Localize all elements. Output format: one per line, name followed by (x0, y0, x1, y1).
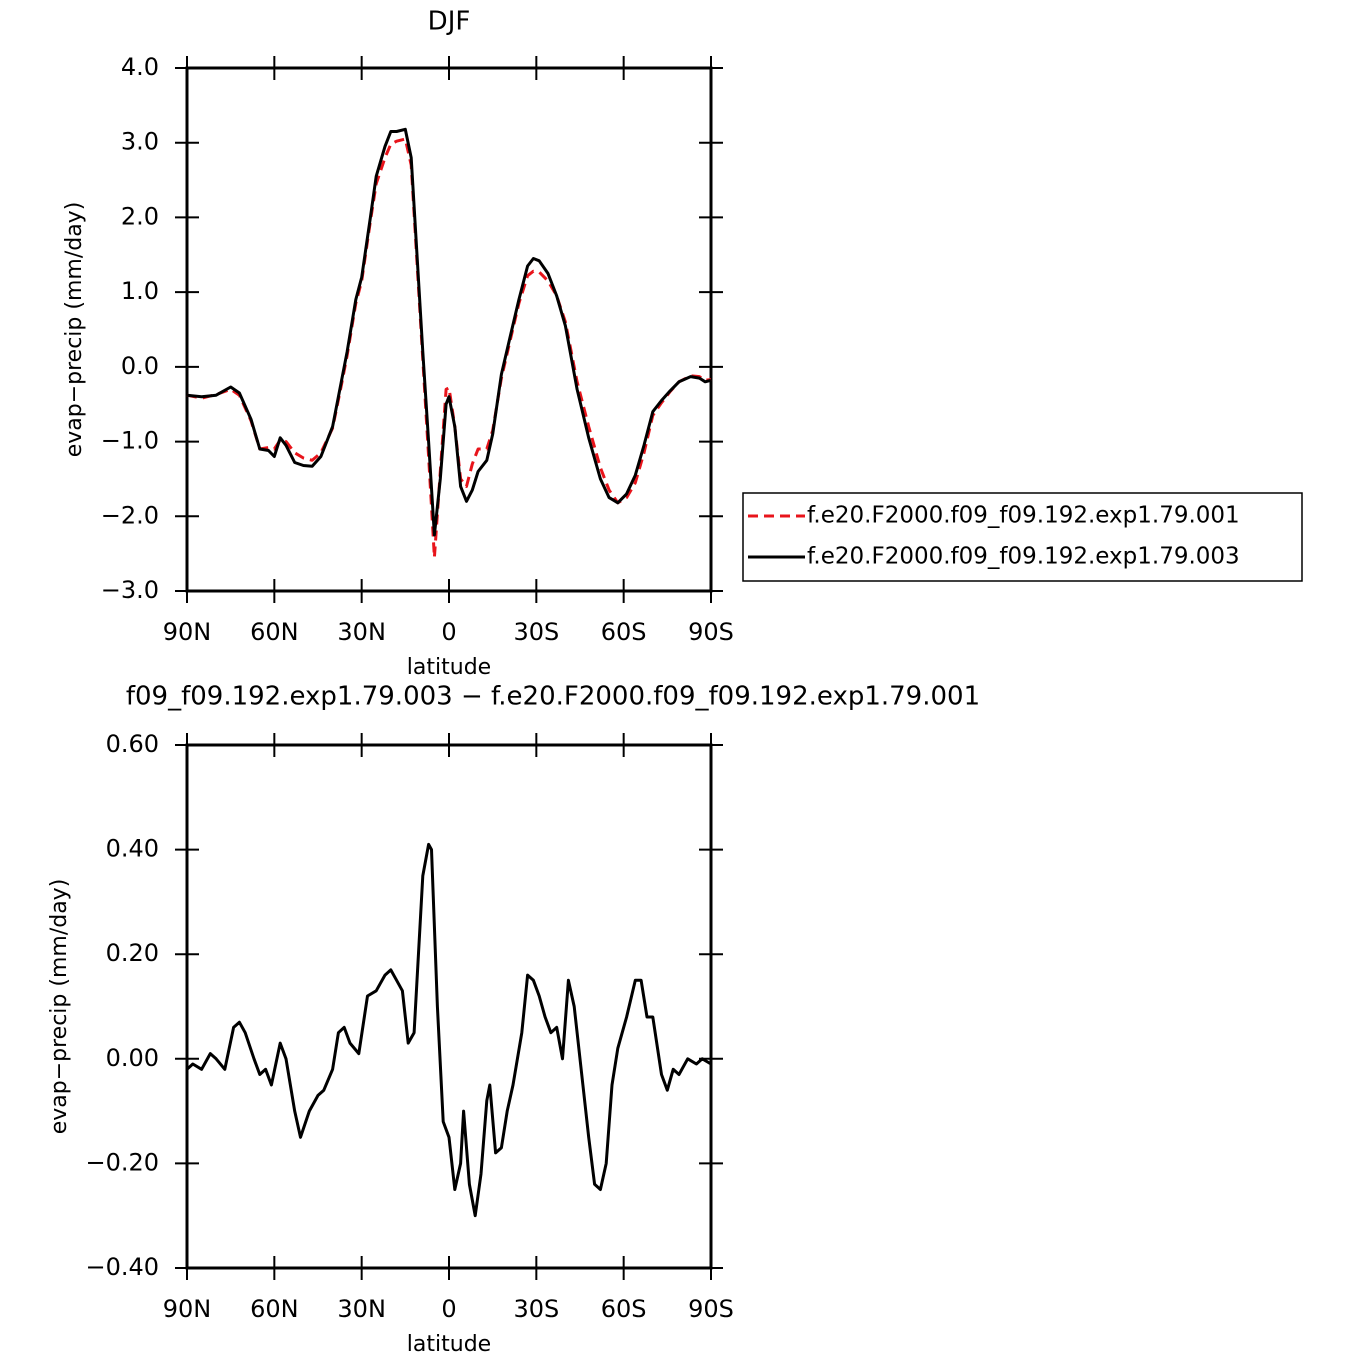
y-tick-label: 0.20 (106, 939, 159, 967)
x-tick-label: 0 (441, 618, 456, 646)
y-tick-label: −3.0 (101, 576, 159, 604)
data-line (185, 842, 712, 1218)
x-tick-label: 60N (250, 618, 299, 646)
x-tick-label: 90N (163, 618, 212, 646)
y-tick-label: 0.00 (106, 1044, 159, 1072)
y-tick-label: 3.0 (121, 128, 159, 156)
chart-title: DJF (428, 7, 471, 37)
data-line (186, 127, 712, 537)
x-axis-label: latitude (407, 655, 491, 680)
y-tick-label: −1.0 (101, 427, 159, 455)
chart-title: f09_f09.192.exp1.79.003 − f.e20.F2000.f0… (126, 682, 980, 712)
plot-frame (185, 66, 713, 593)
y-axis-label: evap−precip (mm/day) (62, 202, 87, 458)
plot-frame (185, 743, 713, 1270)
y-tick-label: −0.20 (85, 1148, 159, 1176)
x-tick-label: 0 (441, 1295, 456, 1323)
x-tick-label: 90S (688, 618, 734, 646)
x-tick-label: 90S (688, 1295, 734, 1323)
x-tick-label: 60S (601, 1295, 647, 1323)
x-tick-label: 60N (250, 1295, 299, 1323)
y-tick-label: −2.0 (101, 501, 159, 529)
y-tick-label: 1.0 (121, 277, 159, 305)
y-tick-label: 0.0 (121, 352, 159, 380)
y-tick-label: 0.60 (106, 730, 159, 758)
x-tick-label: 30N (337, 1295, 386, 1323)
x-axis-label: latitude (407, 1332, 491, 1357)
y-axis-label: evap−precip (mm/day) (47, 879, 72, 1135)
x-tick-label: 30S (513, 1295, 559, 1323)
legend-label: f.e20.F2000.f09_f09.192.exp1.79.003 (807, 544, 1240, 570)
y-tick-label: −0.40 (85, 1253, 159, 1281)
data-line (186, 137, 712, 559)
y-tick-label: 2.0 (121, 202, 159, 230)
x-tick-label: 90N (163, 1295, 212, 1323)
x-tick-label: 30S (513, 618, 559, 646)
y-tick-label: 4.0 (121, 53, 159, 81)
x-tick-label: 30N (337, 618, 386, 646)
legend-box (742, 492, 1303, 582)
x-tick-label: 60S (601, 618, 647, 646)
legend-label: f.e20.F2000.f09_f09.192.exp1.79.001 (807, 503, 1240, 529)
y-tick-label: 0.40 (106, 835, 159, 863)
